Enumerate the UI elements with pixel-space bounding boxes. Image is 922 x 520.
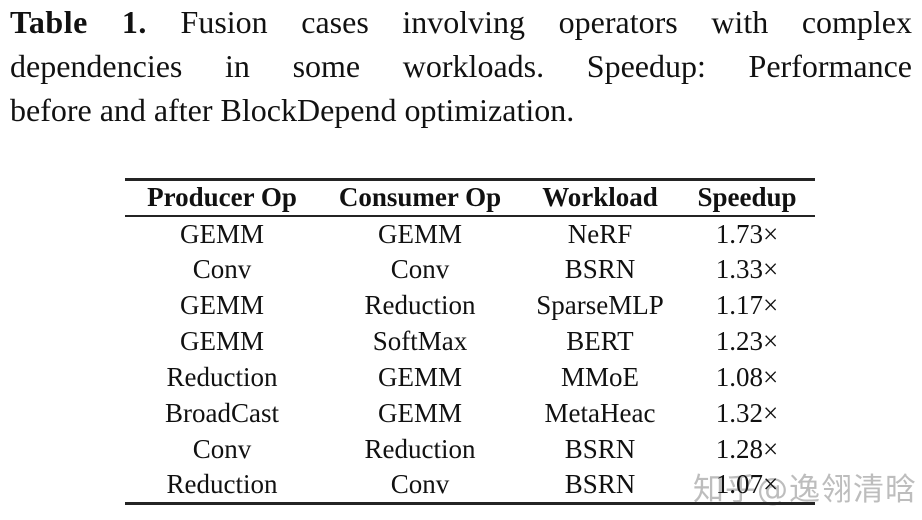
table-header-row: Producer Op Consumer Op Workload Speedup — [125, 179, 815, 216]
table-cell: Reduction — [364, 434, 476, 464]
fusion-cases-table: Producer Op Consumer Op Workload Speedup GE… — [125, 178, 815, 505]
table-cell: 1.73× — [715, 218, 779, 249]
table-cell: MMoE — [560, 362, 639, 392]
table-cell: BERT — [566, 326, 634, 356]
column-header-workload: Workload — [542, 182, 658, 213]
table-cell: Reduction — [364, 290, 476, 320]
table-row: GEMM GEMM NeRF 1.73× — [125, 216, 815, 252]
table-cell: Conv — [192, 434, 252, 464]
caption-line-3: before and after BlockDepend optimizatio… — [10, 88, 912, 132]
table-body: GEMM GEMM NeRF 1.73× Conv Conv BSRN 1.33× GEMM Re… — [125, 216, 815, 504]
caption-line-1: Table 1. Fusion cases involving operator… — [10, 0, 912, 44]
table-cell: 1.07× — [715, 469, 779, 500]
table-row: Reduction Conv BSRN 1.07× — [125, 468, 815, 504]
table-row: Reduction GEMM MMoE 1.08× — [125, 360, 815, 396]
table-row: Conv Reduction BSRN 1.28× — [125, 432, 815, 468]
table-row: Conv Conv BSRN 1.33× — [125, 252, 815, 288]
table-cell: 1.32× — [715, 398, 779, 428]
zhihu-watermark: 知乎@逸翎清晗 — [693, 472, 917, 508]
table-cell: Conv — [390, 469, 450, 500]
table-cell: Conv — [192, 254, 252, 284]
caption-label: Table 1. — [10, 4, 147, 40]
table-cell: Conv — [390, 254, 450, 284]
table-row: GEMM Reduction SparseMLP 1.17× — [125, 288, 815, 324]
table-cell: SparseMLP — [536, 290, 664, 320]
caption-text-2: dependencies in some workloads. Speedup:… — [10, 48, 912, 84]
table-cell: GEMM — [179, 218, 264, 249]
table-cell: Reduction — [166, 362, 278, 392]
table-cell: GEMM — [377, 398, 462, 428]
table-cell: BSRN — [564, 434, 636, 464]
table-cell: BroadCast — [165, 398, 279, 428]
table-cell: 1.28× — [715, 434, 779, 464]
table-row: BroadCast GEMM MetaHeac 1.32× — [125, 396, 815, 432]
caption-text-1: Fusion cases involving operators with co… — [180, 4, 913, 40]
table-cell: 1.17× — [715, 290, 779, 320]
table-cell: 1.23× — [715, 326, 779, 356]
table-cell: GEMM — [179, 290, 264, 320]
table-cell: GEMM — [377, 218, 462, 249]
caption-text-3: before and after BlockDepend optimizatio… — [10, 92, 575, 128]
table-cell: BSRN — [564, 254, 636, 284]
table-cell: MetaHeac — [544, 398, 656, 428]
table-cell: 1.33× — [715, 254, 779, 284]
table-cell: GEMM — [179, 326, 264, 356]
caption-line-2: dependencies in some workloads. Speedup:… — [10, 44, 912, 88]
table-cell: 1.08× — [715, 362, 779, 392]
column-header-speedup: Speedup — [697, 182, 797, 213]
table-cell: NeRF — [567, 218, 633, 249]
table-caption: Table 1. Fusion cases involving operator… — [10, 0, 912, 132]
column-header-producer-op: Producer Op — [147, 182, 297, 213]
table-row: GEMM SoftMax BERT 1.23× — [125, 324, 815, 360]
column-header-consumer-op: Consumer Op — [338, 182, 502, 213]
table-cell: SoftMax — [372, 326, 468, 356]
table-cell: Reduction — [166, 469, 278, 500]
table-cell: BSRN — [564, 469, 636, 500]
table-cell: GEMM — [377, 362, 462, 392]
